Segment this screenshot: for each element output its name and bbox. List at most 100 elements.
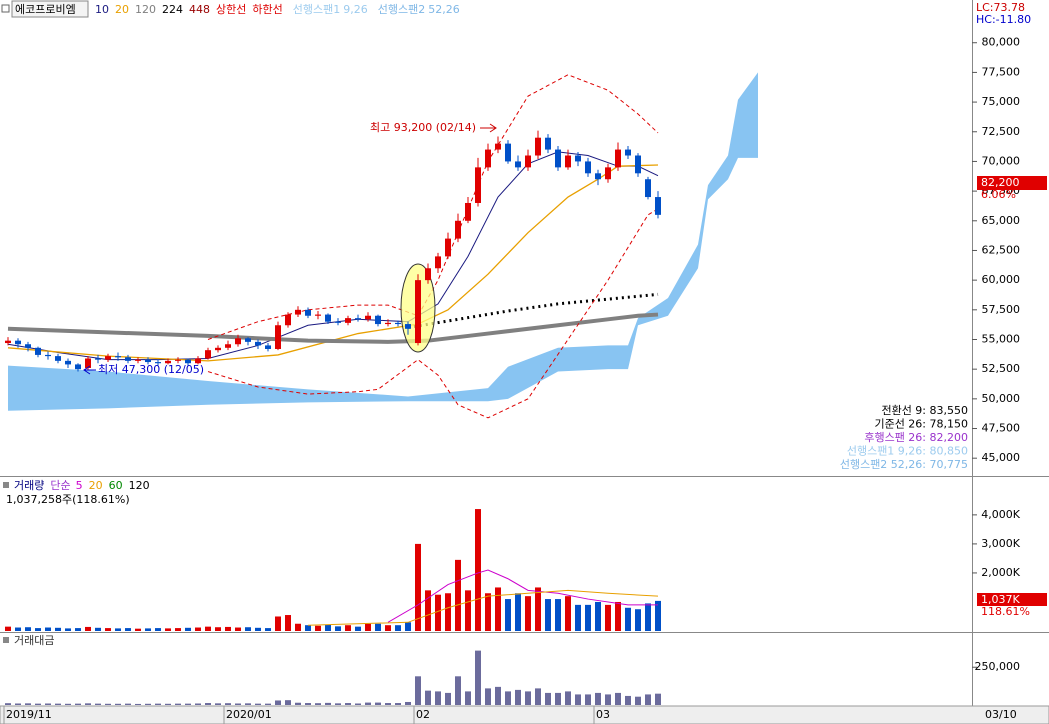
candle-body (515, 161, 521, 168)
bar (405, 622, 411, 631)
bar (545, 599, 551, 631)
bar (415, 676, 421, 705)
legend-entry: 하한선 (252, 2, 282, 16)
bar (245, 703, 251, 705)
bar (205, 626, 211, 631)
bar (635, 696, 641, 705)
bar (365, 623, 371, 631)
bar (465, 590, 471, 631)
candle-body (15, 340, 21, 345)
bar (135, 628, 141, 631)
legend-entry: 224 (162, 3, 183, 16)
bar (225, 626, 231, 631)
bar (375, 702, 381, 705)
last-volume: 1,037K (981, 593, 1020, 606)
bar (75, 628, 81, 631)
bar (385, 625, 391, 631)
candle-body (445, 238, 451, 257)
info-line: 후행스팬 26: 82,200 (864, 431, 968, 444)
candle-body (525, 155, 531, 168)
candle-body (565, 155, 571, 168)
bar (605, 604, 611, 631)
candle-body (55, 356, 61, 361)
candle-body (465, 202, 471, 221)
bar (85, 703, 91, 705)
bar (615, 601, 621, 631)
info-line: 선행스팬2 52,26: 70,775 (840, 458, 968, 471)
candle-body (645, 179, 651, 198)
bar (315, 703, 321, 705)
bar (165, 703, 171, 705)
bar (385, 703, 391, 705)
bar (405, 701, 411, 705)
bar (275, 616, 281, 631)
candle-body (655, 197, 661, 215)
bar (195, 627, 201, 631)
bar (35, 703, 41, 705)
candle-body (625, 149, 631, 156)
y-tick-label: 52,500 (982, 362, 1021, 375)
candle-body (395, 322, 401, 325)
candle-body (325, 314, 331, 322)
candle-body (355, 318, 361, 320)
bar (325, 702, 331, 705)
bar (575, 694, 581, 705)
bar (505, 691, 511, 705)
bar (635, 609, 641, 631)
legend-entry: 448 (189, 3, 210, 16)
bar (265, 703, 271, 705)
bar (315, 625, 321, 631)
legend-entry: 선행스팬2 (378, 3, 425, 16)
bar (495, 587, 501, 631)
candle-body (155, 362, 161, 364)
candle-body (405, 324, 411, 329)
bar (305, 625, 311, 631)
bar (15, 627, 21, 631)
candle-body (25, 344, 31, 348)
y-tick-label: 45,000 (982, 451, 1021, 464)
panel-title: 거래량 (14, 479, 44, 492)
bar (355, 703, 361, 705)
bar (95, 703, 101, 705)
candle-body (65, 360, 71, 365)
bar (145, 628, 151, 631)
bar (115, 628, 121, 631)
info-line: 전환선 9: 83,550 (881, 404, 968, 417)
volume-ratio: 118.61% (981, 605, 1030, 618)
candle-body (485, 149, 491, 168)
annotation-arrow (480, 123, 497, 133)
volume-summary: 1,037,258주(118.61%) (6, 493, 130, 506)
panel-icon (3, 482, 9, 488)
bar (655, 600, 661, 631)
legend-entry: 120 (135, 3, 156, 16)
bar (445, 692, 451, 705)
bar (585, 604, 591, 631)
bar (335, 626, 341, 631)
candle-body (295, 309, 301, 315)
y-tick-label: 50,000 (982, 392, 1021, 405)
bar (345, 703, 351, 705)
candle-body (85, 358, 91, 368)
candle-body (205, 350, 211, 359)
info-line: 기준선 26: 78,150 (874, 418, 968, 431)
bar (185, 703, 191, 705)
x-tick-label: 2019/11 (6, 708, 52, 721)
bar (535, 688, 541, 705)
hc-label: HC:-11.80 (976, 13, 1031, 26)
bar (25, 627, 31, 631)
bar (485, 688, 491, 705)
change-rate: 6.06% (981, 188, 1016, 201)
bar (555, 599, 561, 631)
bar (525, 596, 531, 631)
y-tick-label: 47,500 (982, 422, 1021, 435)
y-tick-label: 250,000 (975, 660, 1021, 673)
y-tick-label: 65,000 (982, 214, 1021, 227)
bar (155, 628, 161, 631)
bar (115, 703, 121, 705)
legend-entry: 52,26 (428, 3, 460, 16)
panel-icon (3, 637, 9, 643)
legend-entry: 10 (95, 3, 109, 16)
candle-body (245, 338, 251, 342)
bar (545, 692, 551, 705)
candle-body (255, 341, 261, 346)
